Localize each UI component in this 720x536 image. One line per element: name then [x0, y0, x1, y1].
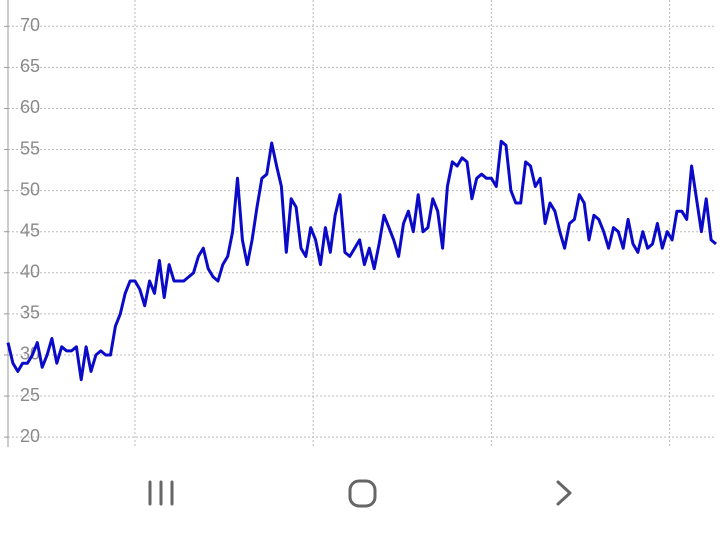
y-tick-label: 20 — [20, 426, 40, 446]
y-tick-label: 35 — [20, 303, 40, 323]
recent-apps-button[interactable] — [148, 480, 174, 506]
y-tick-label: 60 — [20, 97, 40, 117]
y-tick-label: 70 — [20, 15, 40, 35]
data-line — [6, 139, 717, 382]
y-tick-label: 65 — [20, 56, 40, 76]
y-tick-label: 50 — [20, 179, 40, 199]
back-button[interactable] — [556, 480, 572, 506]
y-tick-label: 45 — [20, 220, 40, 240]
y-tick-label: 25 — [20, 385, 40, 405]
home-button[interactable] — [348, 479, 377, 508]
y-tick-label: 55 — [20, 138, 40, 158]
y-tick-label: 40 — [20, 262, 40, 282]
nav-bar — [0, 447, 720, 536]
